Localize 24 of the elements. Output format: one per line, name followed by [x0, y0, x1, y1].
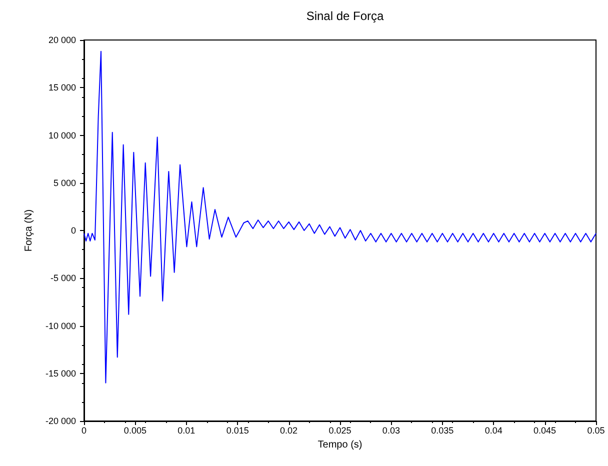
y-tick-label: 20 000 [48, 35, 76, 45]
y-tick-label: -10 000 [45, 320, 76, 331]
x-tick-label: 0.04 [484, 426, 502, 436]
x-tick-label: 0.01 [178, 426, 196, 436]
y-tick-label: 5 000 [53, 178, 76, 188]
line-series [84, 50, 596, 384]
x-tick-label: 0.045 [534, 426, 556, 436]
y-tick-label: -15 000 [45, 368, 76, 378]
y-tick-label: 10 000 [48, 130, 76, 140]
y-tick-label: -5 000 [50, 273, 76, 284]
y-tick-label: 0 [70, 226, 76, 236]
x-tick-label: 0 [81, 426, 87, 436]
x-tick-label: 0.025 [328, 426, 352, 436]
x-tick-label: 0.035 [431, 426, 454, 436]
x-tick-label: 0.02 [280, 426, 298, 436]
y-axis-title: Força (N) [24, 209, 34, 252]
x-tick-label: 0.015 [226, 426, 249, 436]
x-axis-title: Tempo (s) [318, 439, 362, 450]
chart-title: Sinal de Força [306, 9, 384, 23]
x-tick-label: 0.03 [382, 426, 400, 436]
x-tick-label: 0.005 [124, 426, 146, 436]
x-tick-label: 0.05 [587, 426, 605, 436]
y-tick-label: -20 000 [45, 416, 76, 426]
y-tick-label: 15 000 [48, 82, 76, 93]
